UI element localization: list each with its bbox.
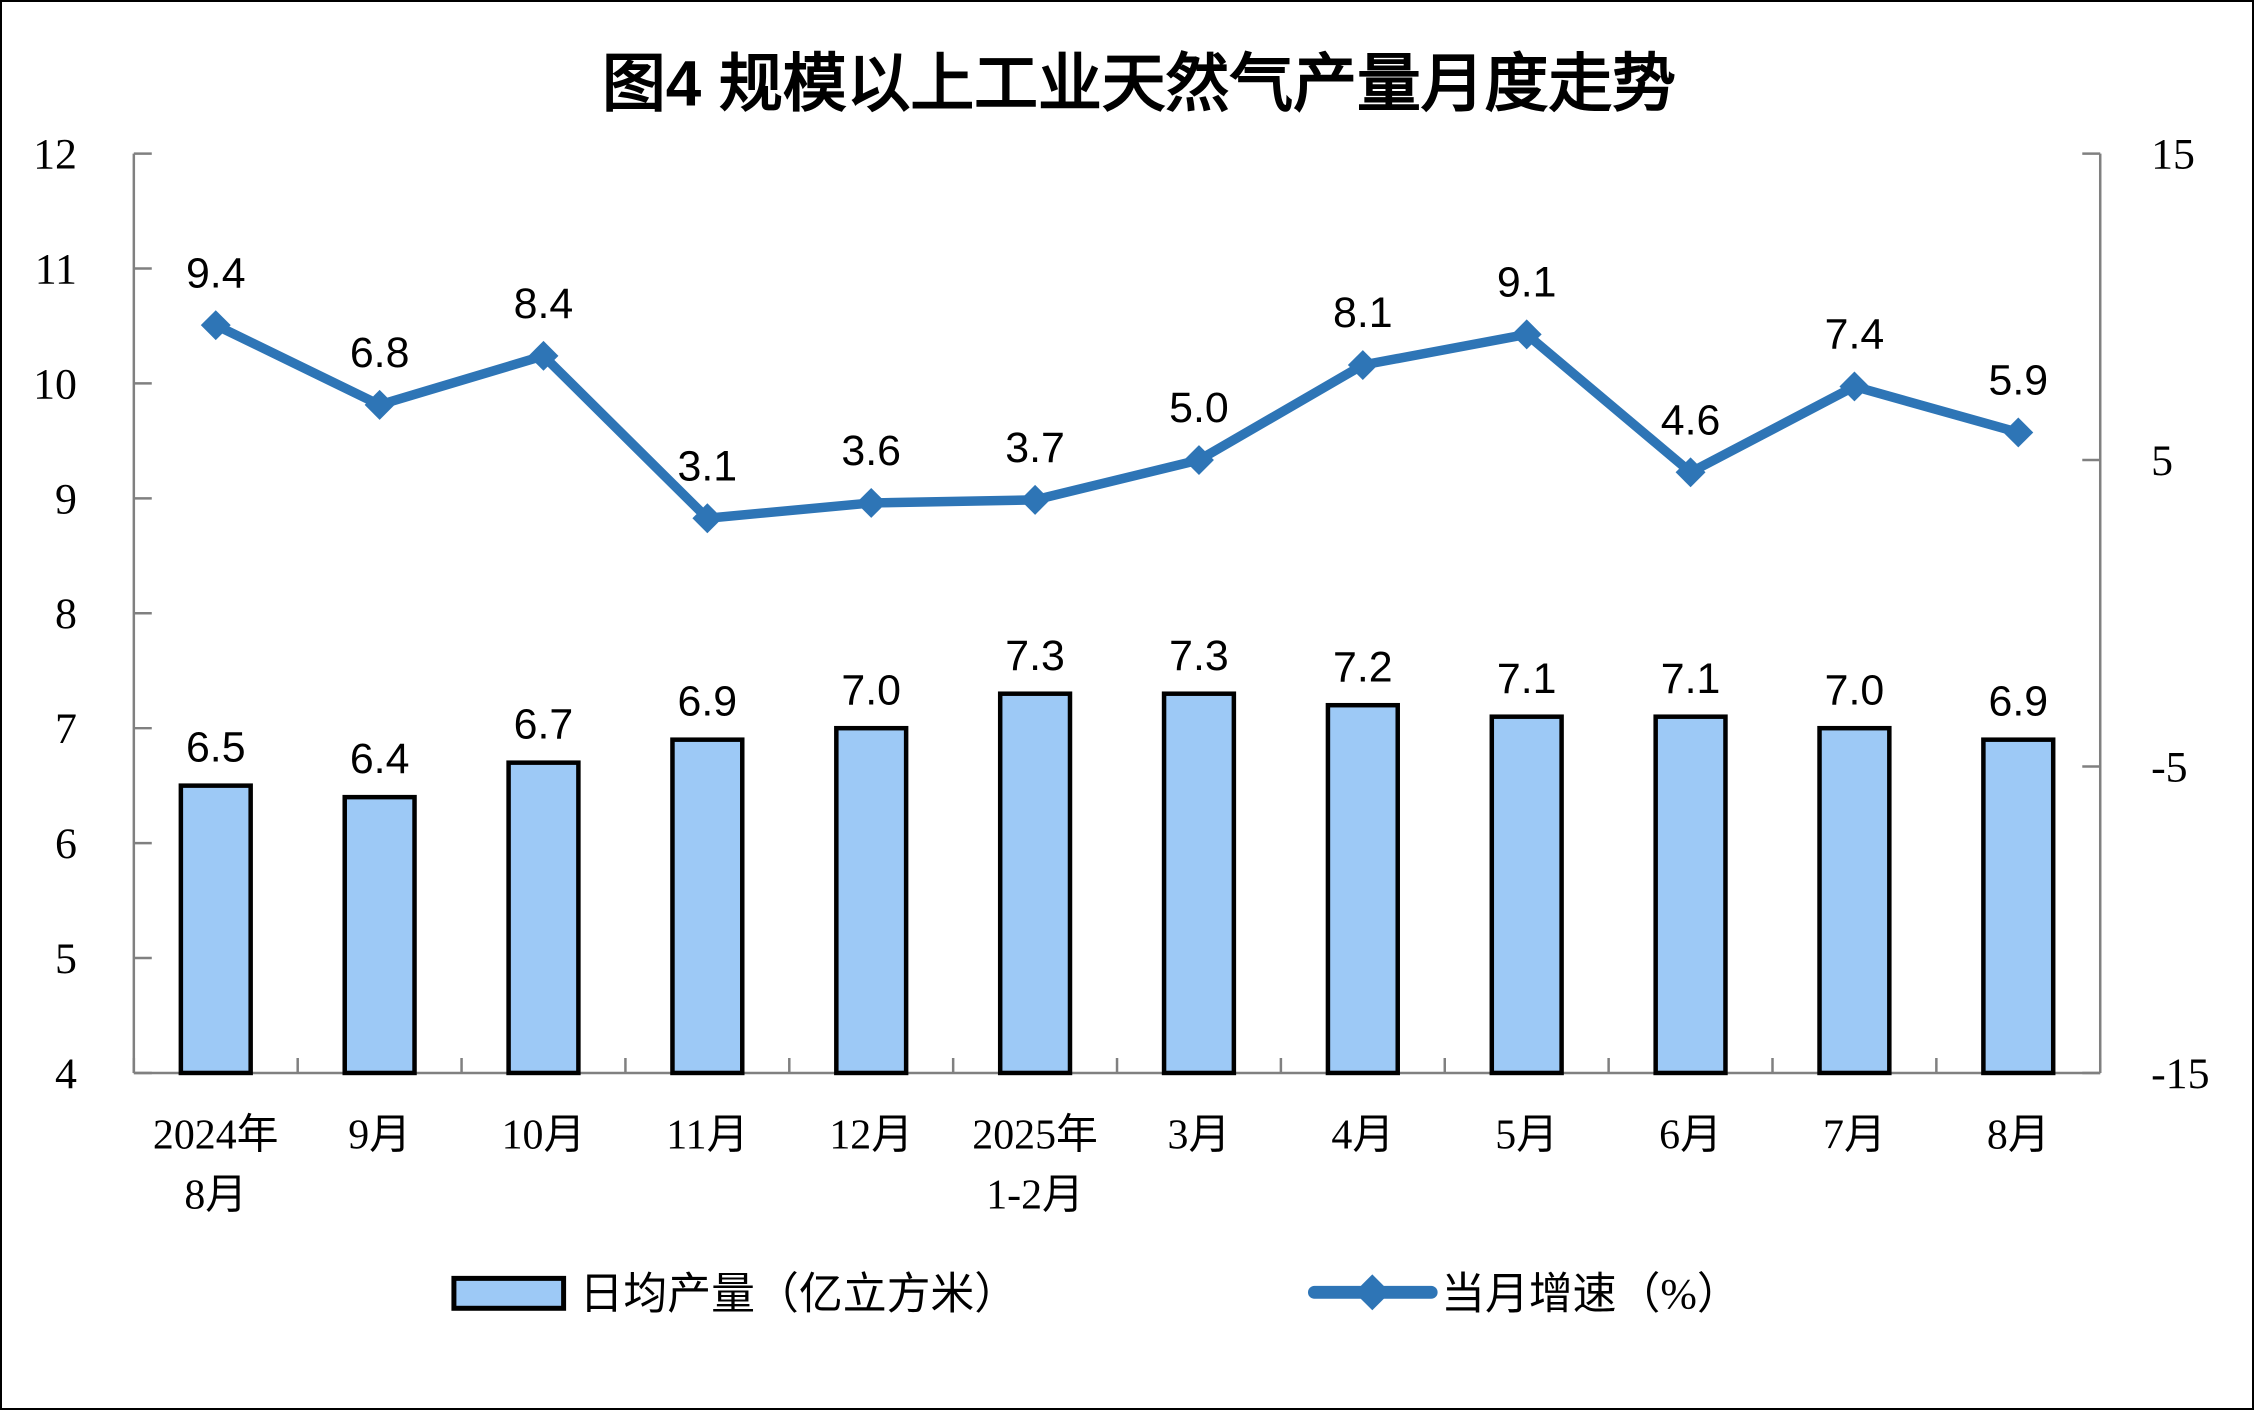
line-value-label: 5.9 xyxy=(1989,357,2049,405)
bar-value-label: 7.3 xyxy=(1169,632,1229,680)
x-category-label: 8月 xyxy=(1987,1113,2050,1159)
x-category-label: 7月 xyxy=(1823,1113,1886,1159)
legend-bar-swatch xyxy=(451,1275,567,1311)
bar xyxy=(506,760,581,1076)
bar xyxy=(1489,714,1564,1076)
left-axis-tick-label: 11 xyxy=(35,245,77,293)
right-axis-tick-label: -15 xyxy=(2151,1050,2209,1098)
bar-value-label: 7.2 xyxy=(1333,643,1393,691)
line-value-label: 8.1 xyxy=(1333,289,1393,337)
growth-marker-diamond-icon xyxy=(1020,484,1051,515)
bar-value-label: 7.1 xyxy=(1497,655,1557,703)
growth-line xyxy=(211,320,2024,523)
bar xyxy=(834,725,909,1076)
x-category-label: 4月 xyxy=(1331,1113,1394,1159)
growth-marker-diamond-icon xyxy=(692,503,723,534)
x-category-label: 11月 xyxy=(666,1113,748,1159)
growth-marker-diamond-icon xyxy=(1511,319,1542,350)
bar-value-label: 6.4 xyxy=(350,735,410,783)
bar-value-label: 6.9 xyxy=(1989,678,2049,726)
line-value-label: 9.4 xyxy=(186,249,246,297)
legend-bar-label: 日均产量（亿立方米） xyxy=(580,1270,1019,1318)
x-category-label: 2025年 xyxy=(972,1112,1098,1159)
line-value-label: 7.4 xyxy=(1825,311,1885,359)
growth-marker-diamond-icon xyxy=(2003,417,2034,448)
growth-marker-diamond-icon xyxy=(1184,445,1214,475)
plot-area: 4 5 6 7 8 9 10 11 12 15 5 -5 -15 2024年 8月 9月 10月 11月 12月 20… xyxy=(33,131,2209,1219)
left-axis-tick-label: 7 xyxy=(55,705,77,753)
x-category-label: 6月 xyxy=(1659,1113,1722,1159)
left-axis-tick-label: 12 xyxy=(33,131,77,179)
left-axis-tick-label: 10 xyxy=(33,360,77,408)
left-axis-tick-label: 8 xyxy=(55,590,77,638)
line-value-label: 5.0 xyxy=(1169,384,1229,432)
growth-marker-diamond-icon xyxy=(364,389,395,420)
bar-value-label: 6.5 xyxy=(186,724,246,772)
bar-value-label: 7.0 xyxy=(1825,666,1885,714)
left-axis-tick-label: 4 xyxy=(55,1050,77,1098)
bar xyxy=(670,737,745,1076)
chart-title: 图4 规模以上工业天然气产量月度走势 xyxy=(602,48,1676,120)
line-value-label: 3.7 xyxy=(1005,424,1065,472)
line-value-label: 6.8 xyxy=(350,329,410,377)
bar xyxy=(178,783,253,1076)
right-axis-tick-label: 15 xyxy=(2151,131,2195,179)
x-category-label: 10月 xyxy=(502,1113,586,1159)
x-category-label: 3月 xyxy=(1168,1113,1231,1159)
legend: 日均产量（亿立方米） 当月增速（%） xyxy=(451,1270,1741,1318)
left-axis-tick-label: 5 xyxy=(55,935,77,983)
growth-marker-diamond-icon xyxy=(528,340,559,371)
growth-marker-diamond-icon xyxy=(1675,457,1706,488)
right-axis-tick-label: 5 xyxy=(2151,437,2173,485)
bar-value-label: 7.3 xyxy=(1005,632,1065,680)
x-category-label: 8月 xyxy=(184,1173,247,1219)
bar xyxy=(997,691,1073,1076)
growth-marker-diamond-icon xyxy=(200,310,231,341)
x-category-label: 12月 xyxy=(829,1113,913,1159)
legend-line-label: 当月增速（%） xyxy=(1441,1270,1741,1318)
right-axis-tick-label: -5 xyxy=(2151,743,2188,791)
bar xyxy=(1817,725,1892,1076)
line-value-label: 9.1 xyxy=(1497,258,1557,306)
x-category-label: 5月 xyxy=(1495,1113,1558,1159)
line-value-label: 3.6 xyxy=(841,427,901,475)
growth-marker-diamond-icon xyxy=(1347,350,1378,380)
left-axis-tick-label: 6 xyxy=(55,820,77,868)
bar-value-label: 6.7 xyxy=(514,701,574,749)
x-category-label: 2024年 xyxy=(153,1112,279,1159)
left-axis-tick-label: 9 xyxy=(55,475,77,523)
bar-value-label: 7.0 xyxy=(841,666,901,714)
line-value-label: 4.6 xyxy=(1661,396,1721,444)
bar xyxy=(1981,737,2056,1076)
x-category-label: 1-2月 xyxy=(986,1173,1084,1219)
bar xyxy=(1161,691,1237,1076)
bar-value-label: 6.9 xyxy=(678,678,738,726)
growth-marker-diamond-icon xyxy=(1839,371,1870,402)
bar xyxy=(342,794,417,1076)
x-category-label: 9月 xyxy=(348,1113,411,1159)
line-value-label: 3.1 xyxy=(678,442,738,490)
line-value-label: 8.4 xyxy=(514,280,574,328)
bar xyxy=(1653,714,1728,1076)
growth-marker-diamond-icon xyxy=(856,487,887,518)
bar-value-label: 7.1 xyxy=(1661,655,1721,703)
bar xyxy=(1325,702,1400,1076)
legend-line-marker-icon xyxy=(1354,1274,1391,1311)
